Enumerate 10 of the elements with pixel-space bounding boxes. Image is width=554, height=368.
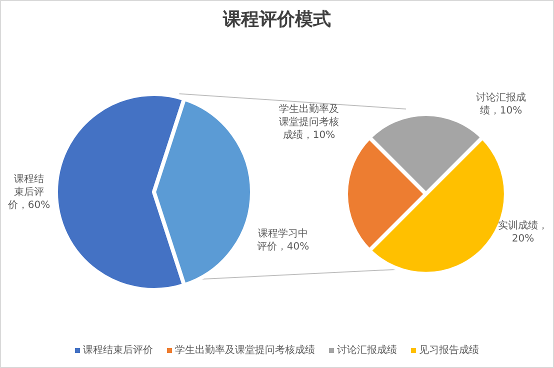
legend-label: 见习报告成绩 — [419, 344, 479, 357]
data-label: 讨论汇报成绩，10% — [476, 92, 526, 116]
data-label: 课程结束后评价，60% — [6, 173, 50, 211]
legend-label: 学生出勤率及课堂提问考核成绩 — [175, 344, 315, 357]
data-label: 学生出勤率及课堂提问考核成绩，10% — [279, 103, 339, 141]
chart-title: 课程评价模式 — [222, 8, 332, 31]
legend-label: 讨论汇报成绩 — [337, 344, 397, 357]
legend-label: 课程结束后评价 — [83, 344, 153, 357]
data-label: 实训成绩，20% — [498, 220, 548, 244]
data-label: 课程学习中评价，40% — [256, 228, 310, 252]
